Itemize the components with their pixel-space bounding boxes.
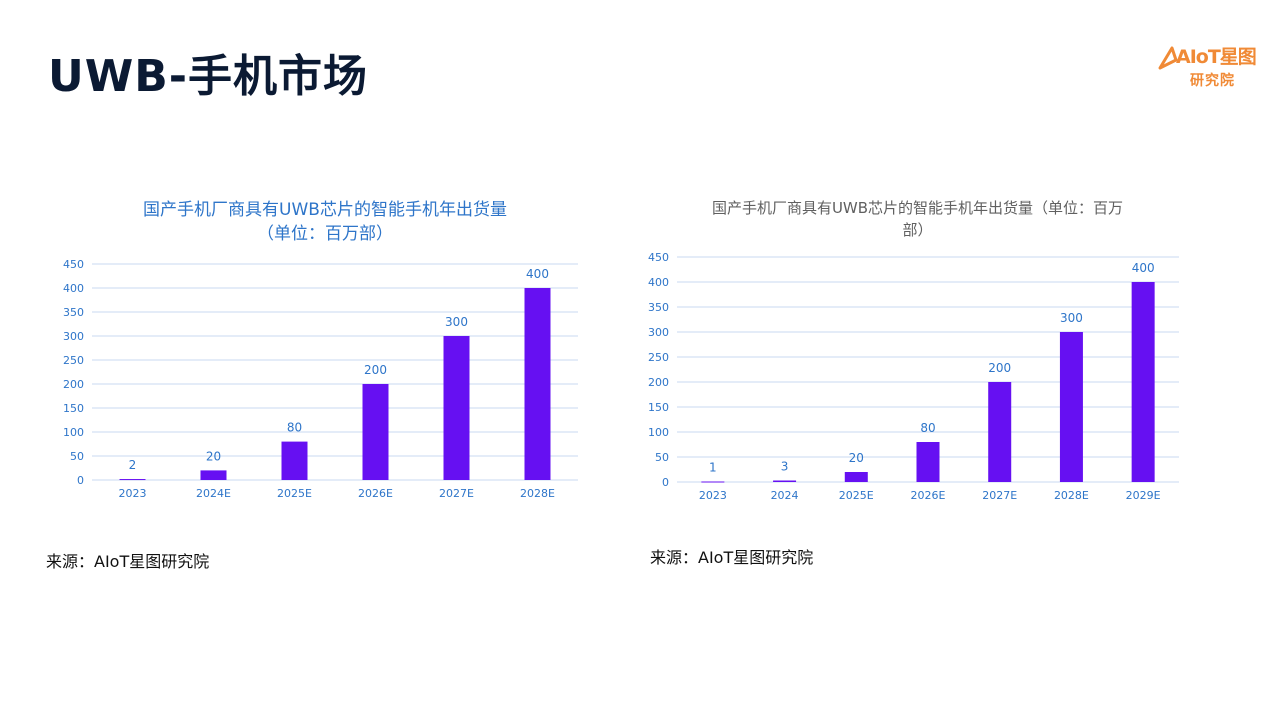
- chart-right-y-tick-label: 150: [648, 401, 669, 414]
- chart-left-y-tick-label: 350: [63, 306, 84, 319]
- brand-logo: AIoT星图 研究院: [1158, 42, 1258, 94]
- chart-left: 0 50 100 150 200 250 300 350 400 450 2 2023 20 2024E 8…: [63, 258, 578, 500]
- chart-left-x-tick-label: 2028E: [520, 487, 555, 500]
- chart-right-bar: [701, 481, 725, 483]
- chart-left-bar: [281, 441, 308, 480]
- chart-left-x-tick-label: 2025E: [277, 487, 312, 500]
- chart-left-data-label: 400: [526, 267, 549, 281]
- chart-right-y-tick-label: 50: [655, 451, 669, 464]
- source-note-right: 来源：AIoT星图研究院: [650, 548, 814, 567]
- chart-left-y-tick-label: 250: [63, 354, 84, 367]
- chart-left-y-tick-label: 100: [63, 426, 84, 439]
- chart-right-bar: [916, 442, 940, 482]
- chart-left-data-label: 80: [287, 421, 302, 435]
- source-note-left: 来源：AIoT星图研究院: [46, 552, 210, 571]
- chart-left-title-line1: 国产手机厂商具有UWB芯片的智能手机年出货量: [143, 200, 507, 220]
- chart-right-x-tick-label: 2025E: [839, 489, 874, 502]
- chart-left-bar: [119, 479, 146, 481]
- chart-right: 0501001502002503003504004501202332024202…: [648, 251, 1179, 502]
- chart-right-y-tick-label: 0: [662, 476, 669, 489]
- chart-right-x-tick-label: 2026E: [911, 489, 946, 502]
- chart-left-bar: [362, 384, 389, 480]
- chart-right-y-tick-label: 250: [648, 351, 669, 364]
- chart-right-data-label: 200: [988, 361, 1011, 375]
- chart-left-title-line2: （单位：百万部）: [257, 224, 393, 244]
- chart-left-data-label: 2: [129, 458, 137, 472]
- chart-right-y-tick-label: 450: [648, 251, 669, 264]
- chart-right-bar: [988, 382, 1012, 482]
- chart-right-title: 国产手机厂商具有UWB芯片的智能手机年出货量（单位：百万 部）: [690, 197, 1145, 241]
- chart-left-y-tick-label: 150: [63, 402, 84, 415]
- chart-left-data-label: 200: [364, 363, 387, 377]
- chart-right-title-line2: 部）: [902, 221, 933, 239]
- chart-right-bar: [1131, 282, 1155, 482]
- chart-left-bar: [524, 288, 551, 480]
- chart-right-x-tick-label: 2028E: [1054, 489, 1089, 502]
- chart-left-y-tick-label: 300: [63, 330, 84, 343]
- chart-right-data-label: 400: [1132, 261, 1155, 275]
- chart-left-y-tick-label: 50: [70, 450, 84, 463]
- chart-right-y-tick-label: 100: [648, 426, 669, 439]
- chart-right-title-line1: 国产手机厂商具有UWB芯片的智能手机年出货量（单位：百万: [711, 199, 1124, 217]
- chart-left-y-tick-label: 400: [63, 282, 84, 295]
- chart-left-x-tick-label: 2024E: [196, 487, 231, 500]
- chart-left-y-tick-label: 0: [77, 474, 84, 487]
- chart-left-x-tick-label: 2027E: [439, 487, 474, 500]
- chart-right-bar: [773, 480, 797, 482]
- chart-left-x-tick-label: 2023: [119, 487, 147, 500]
- logo-sub-text: 研究院: [1190, 73, 1235, 89]
- chart-right-y-tick-label: 400: [648, 276, 669, 289]
- chart-right-data-label: 20: [849, 451, 864, 465]
- chart-left-title: 国产手机厂商具有UWB芯片的智能手机年出货量 （单位：百万部）: [90, 198, 560, 246]
- chart-right-y-tick-label: 350: [648, 301, 669, 314]
- chart-left-data-label: 300: [445, 315, 468, 329]
- chart-right-x-tick-label: 2023: [699, 489, 727, 502]
- chart-left-x-tick-label: 2026E: [358, 487, 393, 500]
- page-title: UWB-手机市场: [48, 51, 369, 102]
- chart-left-bar: [443, 336, 470, 480]
- chart-right-bar: [844, 472, 868, 482]
- chart-left-y-tick-label: 200: [63, 378, 84, 391]
- chart-right-data-label: 300: [1060, 311, 1083, 325]
- chart-right-y-tick-label: 200: [648, 376, 669, 389]
- chart-right-x-tick-label: 2027E: [982, 489, 1017, 502]
- chart-right-y-tick-label: 300: [648, 326, 669, 339]
- logo-mark-icon: [1158, 46, 1178, 70]
- chart-left-bar: [200, 470, 227, 480]
- chart-left-data-label: 20: [206, 449, 221, 463]
- chart-right-data-label: 80: [920, 421, 935, 435]
- chart-right-data-label: 1: [709, 461, 717, 475]
- chart-right-bar: [1059, 332, 1083, 482]
- chart-right-data-label: 3: [781, 460, 789, 474]
- chart-right-x-tick-label: 2029E: [1126, 489, 1161, 502]
- chart-right-x-tick-label: 2024: [771, 489, 799, 502]
- logo-brand-text: AIoT星图: [1176, 46, 1257, 68]
- chart-left-y-tick-label: 450: [63, 258, 84, 271]
